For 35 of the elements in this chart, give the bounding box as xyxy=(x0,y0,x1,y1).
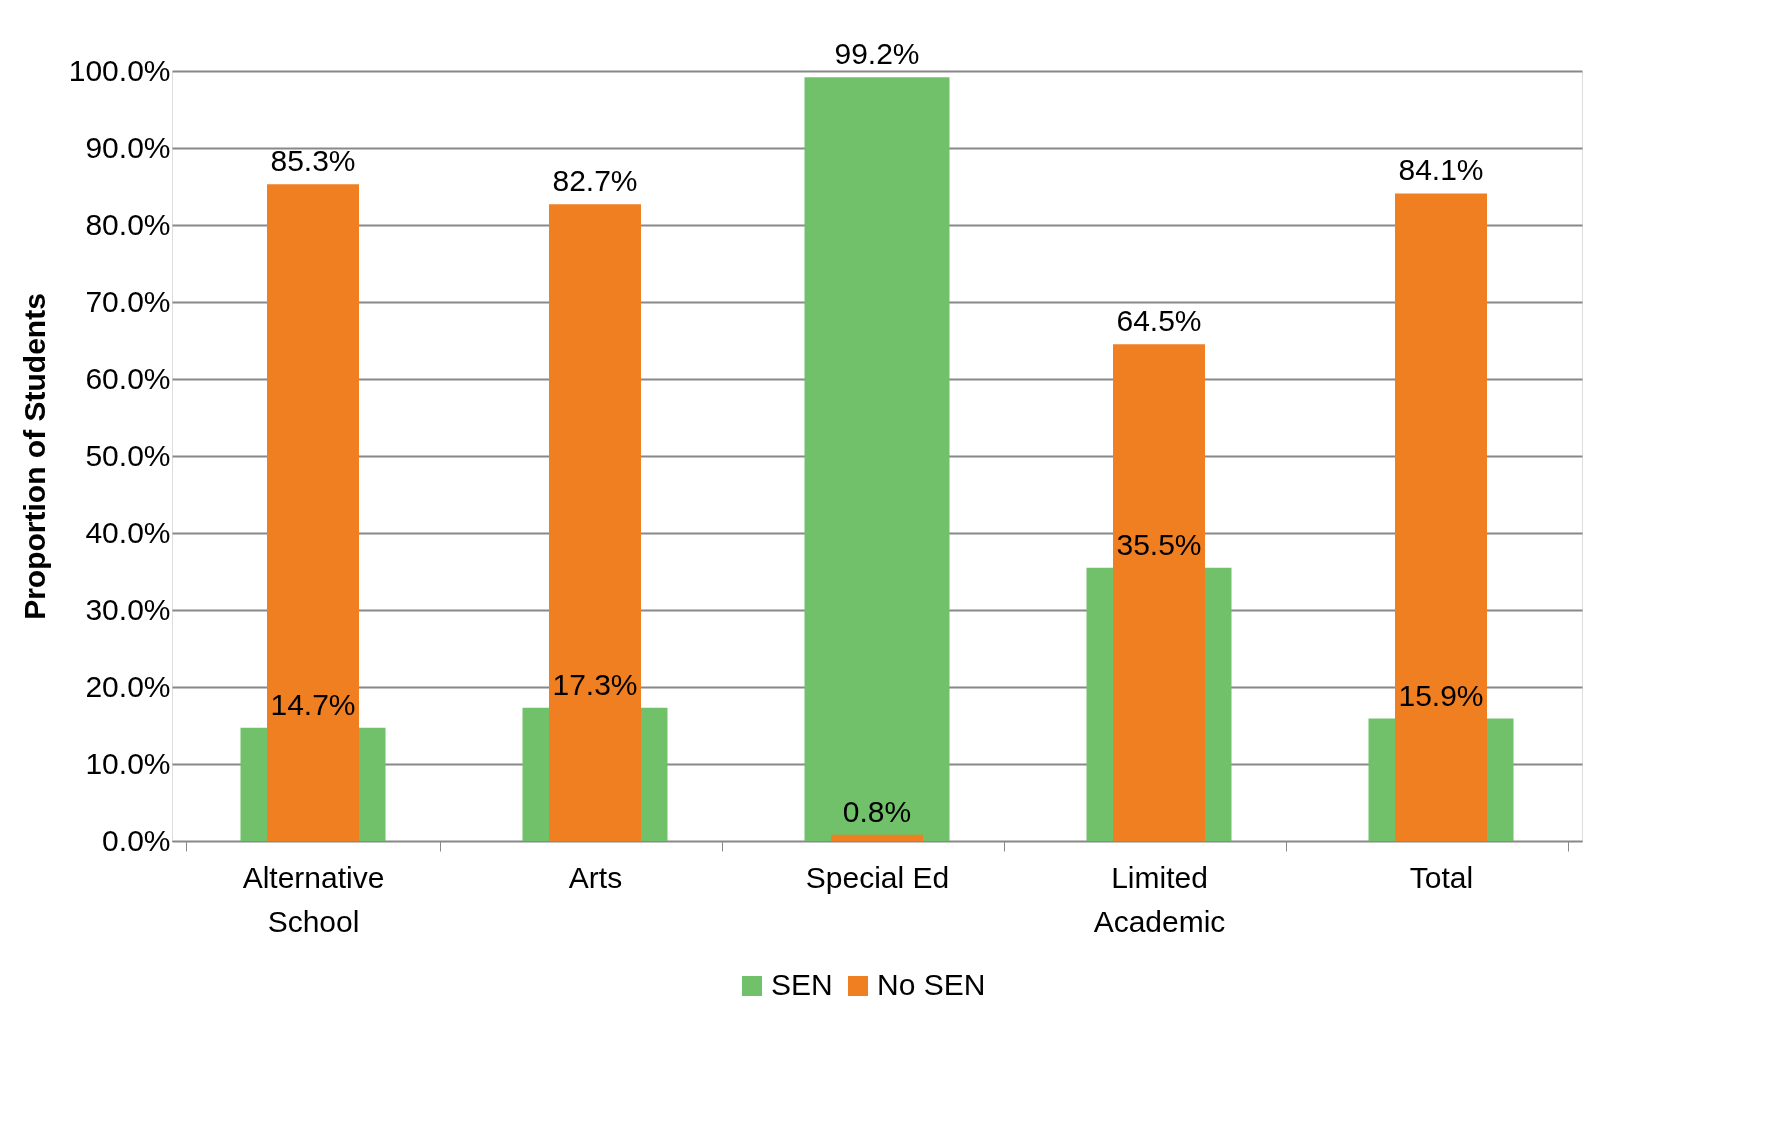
bar xyxy=(267,184,359,841)
x-tick-label: Limited Academic xyxy=(1093,860,1226,938)
y-tick-label: 10.0% xyxy=(85,746,171,780)
data-label: 82.7% xyxy=(552,164,638,198)
data-label: 85.3% xyxy=(270,144,356,178)
y-tick-label: 30.0% xyxy=(85,592,171,626)
bar xyxy=(1395,193,1487,841)
y-tick-label: 0.0% xyxy=(102,823,171,857)
x-tick-label: Arts xyxy=(568,860,623,894)
data-label: 99.2% xyxy=(834,37,920,71)
y-tick-label: 60.0% xyxy=(85,361,171,395)
y-tick-label: 90.0% xyxy=(85,130,171,164)
bar xyxy=(804,77,950,841)
x-tick-label: Alternative School xyxy=(242,860,385,938)
x-tick-label: Total xyxy=(1409,860,1474,894)
y-tick-label: 50.0% xyxy=(85,438,171,472)
legend-label: No SEN xyxy=(877,968,986,1001)
data-label: 14.7% xyxy=(270,687,356,721)
bar xyxy=(549,204,641,841)
y-tick-label: 40.0% xyxy=(85,515,171,549)
data-label: 84.1% xyxy=(1398,153,1484,187)
bar xyxy=(1113,344,1205,841)
data-label: 64.5% xyxy=(1116,304,1202,338)
x-tick-label: Special Ed xyxy=(805,860,950,894)
bar xyxy=(831,834,923,841)
data-label: 0.8% xyxy=(842,794,912,828)
data-label: 35.5% xyxy=(1116,527,1202,561)
data-label: 17.3% xyxy=(552,667,638,701)
data-label: 15.9% xyxy=(1398,678,1484,712)
y-tick-label: 80.0% xyxy=(85,207,171,241)
y-tick-label: 20.0% xyxy=(85,669,171,703)
y-tick-label: 70.0% xyxy=(85,284,171,318)
y-axis-title: Proportion of Students xyxy=(17,293,51,620)
legend-label: SEN xyxy=(771,968,833,1001)
y-tick-label: 100.0% xyxy=(68,53,171,87)
